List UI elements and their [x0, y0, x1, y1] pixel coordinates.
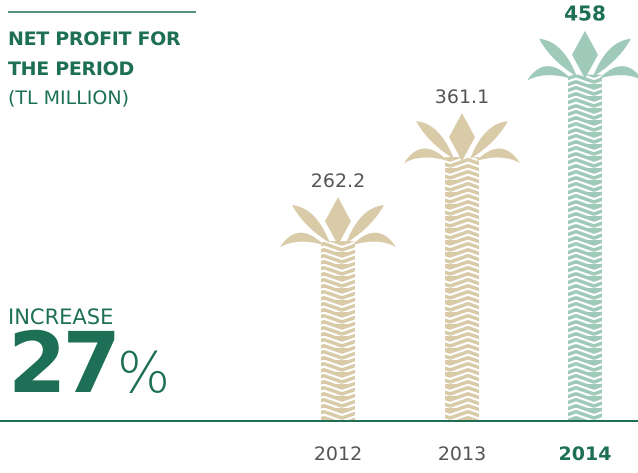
trunk-pattern: [568, 74, 602, 420]
increase-label: INCREASE: [8, 305, 114, 329]
leaf: [404, 148, 448, 164]
chart-subtitle: (TL MILLION): [8, 87, 129, 109]
increase: 27%: [8, 318, 170, 432]
trunk-pattern: [445, 157, 479, 420]
value-label: 361.1: [435, 86, 489, 108]
palm-tree: [404, 113, 520, 420]
palm-tree: [527, 30, 638, 420]
value-label: 458: [564, 2, 606, 26]
palm-tree: [280, 197, 396, 420]
leaf: [352, 232, 396, 248]
leaf: [476, 148, 520, 164]
leaf: [572, 30, 598, 79]
leaf: [599, 66, 638, 79]
increase-value: 27: [8, 314, 121, 412]
leaf: [527, 66, 571, 81]
value-label: 262.2: [311, 170, 365, 192]
x-tick-label: 2012: [314, 443, 362, 465]
leaf: [280, 232, 324, 248]
leaf: [470, 121, 508, 160]
leaf: [325, 197, 351, 246]
leaf: [449, 113, 475, 162]
leaf: [593, 38, 631, 77]
leaf: [416, 121, 454, 160]
leaf: [539, 38, 577, 77]
x-tick-label: 2014: [559, 443, 612, 465]
leaf: [292, 205, 330, 244]
trunk-pattern: [321, 241, 355, 420]
increase-unit: %: [116, 341, 171, 406]
leaf: [346, 205, 384, 244]
x-tick-label: 2013: [438, 443, 486, 465]
chart-title: NET PROFIT FOR THE PERIOD: [8, 28, 181, 80]
